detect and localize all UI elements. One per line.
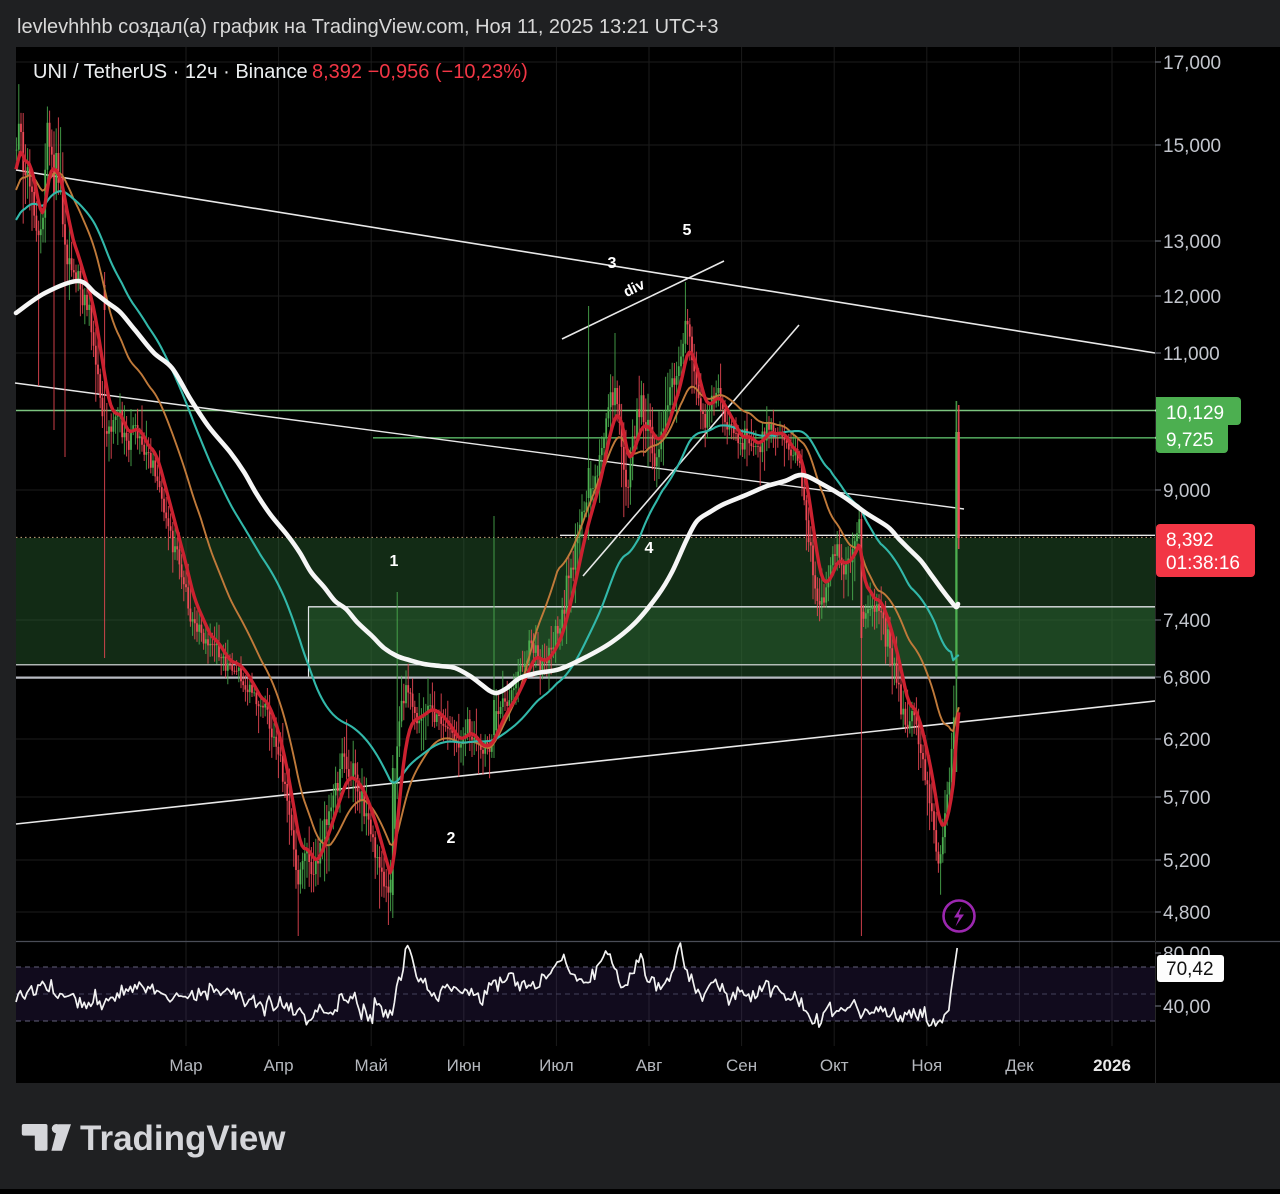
svg-text:15,000: 15,000 — [1163, 136, 1221, 157]
svg-text:12,000: 12,000 — [1163, 287, 1221, 308]
svg-text:Июн: Июн — [447, 1056, 481, 1075]
svg-text:8,392 −0,956 (−10,23%): 8,392 −0,956 (−10,23%) — [312, 61, 528, 83]
svg-text:TradingView: TradingView — [80, 1119, 286, 1158]
svg-text:Дек: Дек — [1005, 1056, 1034, 1075]
svg-text:5,200: 5,200 — [1163, 851, 1211, 872]
svg-text:40,00: 40,00 — [1163, 997, 1211, 1018]
svg-text:5: 5 — [683, 222, 692, 239]
svg-text:Окт: Окт — [820, 1056, 849, 1075]
svg-text:4: 4 — [645, 540, 654, 557]
svg-text:Авг: Авг — [636, 1056, 663, 1075]
svg-text:Мар: Мар — [169, 1056, 202, 1075]
svg-text:5,700: 5,700 — [1163, 788, 1211, 809]
svg-text:levlevhhhb создал(а) график на: levlevhhhb создал(а) график на TradingVi… — [17, 16, 719, 38]
svg-text:13,000: 13,000 — [1163, 232, 1221, 253]
svg-text:2: 2 — [447, 830, 456, 847]
svg-text:UNI / TetherUS · 12ч · Binance: UNI / TetherUS · 12ч · Binance — [33, 61, 308, 83]
svg-text:8,392: 8,392 — [1166, 530, 1214, 551]
svg-text:6,200: 6,200 — [1163, 730, 1211, 751]
svg-text:3: 3 — [608, 255, 617, 272]
svg-text:70,42: 70,42 — [1166, 959, 1214, 980]
svg-text:6,800: 6,800 — [1163, 668, 1211, 689]
svg-text:2026: 2026 — [1093, 1056, 1131, 1075]
svg-text:01:38:16: 01:38:16 — [1166, 553, 1240, 574]
svg-text:9,000: 9,000 — [1163, 481, 1211, 502]
svg-text:7,400: 7,400 — [1163, 611, 1211, 632]
svg-text:10,129: 10,129 — [1166, 403, 1224, 424]
svg-text:1: 1 — [390, 553, 399, 570]
svg-text:4,800: 4,800 — [1163, 903, 1211, 924]
svg-text:9,725: 9,725 — [1166, 430, 1214, 451]
svg-text:Июл: Июл — [539, 1056, 574, 1075]
svg-text:11,000: 11,000 — [1163, 344, 1220, 365]
svg-text:Сен: Сен — [726, 1056, 757, 1075]
svg-text:Апр: Апр — [264, 1056, 294, 1075]
svg-text:17,000: 17,000 — [1163, 53, 1221, 74]
svg-text:Ноя: Ноя — [911, 1056, 942, 1075]
svg-text:Май: Май — [355, 1056, 388, 1075]
